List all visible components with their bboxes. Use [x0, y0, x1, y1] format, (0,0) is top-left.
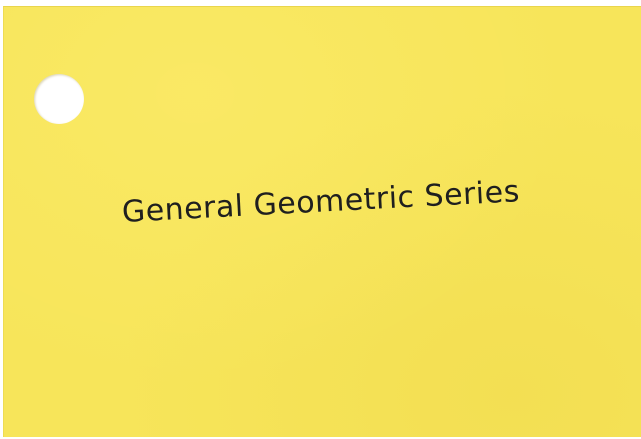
card-title: General Geometric Series — [121, 174, 521, 230]
index-card: General Geometric Series — [3, 6, 641, 437]
punch-hole — [34, 74, 84, 124]
card-texture — [4, 7, 641, 437]
